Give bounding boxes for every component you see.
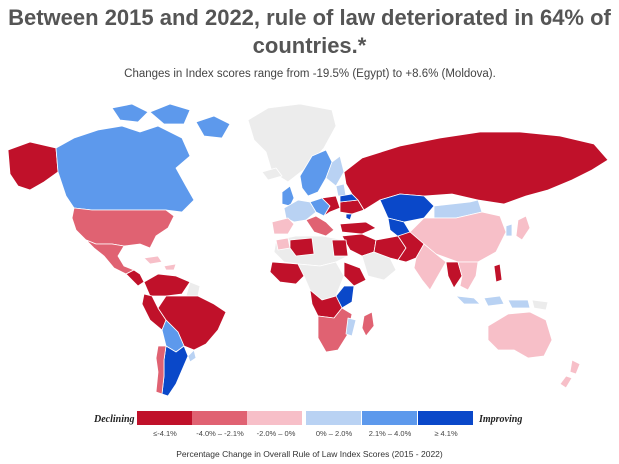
region-mozambique: [345, 317, 357, 337]
region-myanmar-region: [445, 261, 463, 289]
region-morocco: [275, 237, 291, 251]
region-russia: [343, 131, 609, 211]
legend-swatch-1: [137, 411, 192, 425]
region-turkey: [339, 221, 377, 235]
region-horn-of-africa: [343, 261, 367, 287]
region-united-states: [71, 207, 175, 249]
legend-swatch-6: [418, 411, 473, 425]
region-korea: [505, 223, 513, 237]
legend-swatch-2: [192, 411, 247, 425]
region-uruguay: [187, 349, 197, 363]
region-northern-south-america: [143, 273, 191, 297]
region-southern-europe: [305, 215, 335, 237]
region-iceland: [261, 167, 283, 181]
page-subtitle: Changes in Index scores range from -19.5…: [124, 68, 496, 80]
region-indonesia: [455, 295, 531, 309]
region-uk-ireland: [281, 185, 295, 207]
legend-swatch-3: [247, 411, 302, 425]
region-baltics: [335, 183, 347, 197]
region-philippines: [493, 263, 503, 283]
legend-caption: Percentage Change in Overall Rule of Law…: [176, 449, 443, 459]
region-india: [413, 243, 447, 291]
page-title: Between 2015 and 2022, rule of law deter…: [8, 5, 611, 58]
legend-improving-label: Improving: [479, 414, 523, 425]
region-algeria: [289, 237, 315, 257]
region-poland-hungary: [321, 195, 341, 217]
region-mexico: [85, 239, 135, 275]
legend-tick-1: ≤-4.1%: [153, 429, 177, 438]
region-australia: [487, 311, 553, 359]
legend-tick-5: 2.1% – 4.0%: [368, 429, 412, 438]
region-iberia: [271, 217, 295, 235]
region-chile: [155, 345, 167, 395]
region-canada: [55, 125, 195, 213]
legend-swatch-4: [306, 411, 361, 425]
world-map: [0, 100, 619, 405]
region-papua-new-guinea: [531, 299, 549, 311]
region-japan: [515, 215, 531, 241]
legend-tick-2: -4.0% – -2.1%: [196, 429, 244, 438]
legend-swatch-5: [362, 411, 417, 425]
region-arctic-islands: [111, 103, 231, 139]
region-new-zealand: [559, 359, 581, 389]
region-afghanistan-pakistan: [397, 231, 425, 263]
legend-tick-4: 0% – 2.0%: [315, 429, 353, 438]
region-caribbean: [143, 255, 177, 271]
legend-tick-6: ≥ 4.1%: [434, 429, 458, 438]
region-alaska: [7, 141, 59, 191]
region-egypt: [331, 239, 349, 257]
legend-tick-3: -2.0% – 0%: [256, 429, 296, 438]
region-southeast-asia: [457, 261, 479, 291]
region-madagascar: [361, 311, 375, 337]
legend-declining-label: Declining: [94, 414, 135, 425]
region-finland: [325, 155, 345, 187]
